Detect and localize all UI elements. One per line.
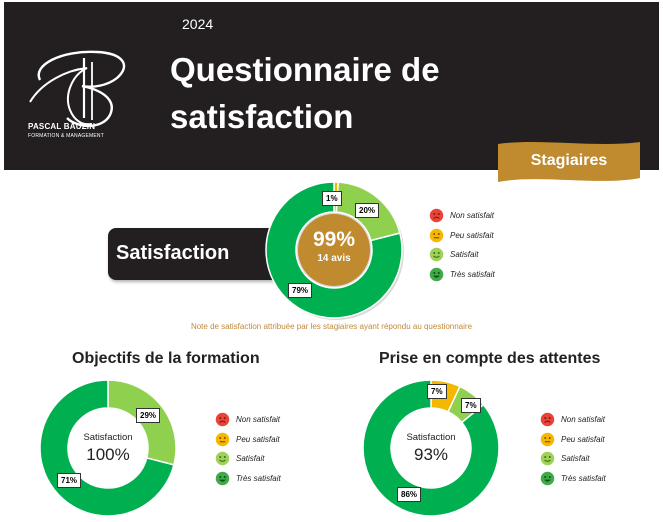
legend-label: Très satisfait bbox=[236, 473, 281, 483]
satisfaction-center-value: 99% bbox=[312, 228, 356, 251]
frown-icon bbox=[540, 413, 555, 427]
legend-label: Satisfait bbox=[450, 250, 479, 260]
attentes-center-label: Satisfaction bbox=[406, 432, 456, 443]
legend-item-peu-satisfait: Peu satisfait bbox=[429, 226, 495, 246]
legend-label: Peu satisfait bbox=[236, 434, 280, 444]
neutral-face-icon bbox=[429, 228, 444, 242]
donut-center bbox=[68, 408, 148, 488]
data-label-7pct-peu: 7% bbox=[427, 384, 447, 399]
data-label-20pct: 20% bbox=[355, 203, 380, 218]
data-label-7pct-satisfait: 7% bbox=[461, 398, 481, 413]
legend-item-tres-satisfait: Très satisfait bbox=[215, 469, 281, 489]
legend-item-non-satisfait: Non satisfait bbox=[215, 410, 281, 430]
data-label-86pct: 86% bbox=[397, 487, 422, 502]
big-smile-icon bbox=[429, 267, 444, 281]
year-label: 2024 bbox=[182, 16, 214, 32]
legend-item-satisfait: Satisfait bbox=[540, 449, 606, 469]
objectifs-center-label: Satisfaction bbox=[83, 432, 133, 443]
legend-item-satisfait: Satisfait bbox=[429, 245, 495, 265]
objectifs-title: Objectifs de la formation bbox=[72, 350, 260, 367]
legend-item-non-satisfait: Non satisfait bbox=[540, 410, 606, 430]
legend-label: Non satisfait bbox=[236, 415, 281, 425]
legend-label: Satisfait bbox=[236, 454, 265, 464]
smile-icon bbox=[429, 248, 444, 262]
legend-label: Non satisfait bbox=[450, 211, 495, 221]
brand-subtitle: FORMATION & MANAGEMENT bbox=[28, 133, 104, 139]
legend-label: Satisfait bbox=[561, 454, 590, 464]
satisfaction-label-box bbox=[108, 228, 278, 280]
legend-label: Non satisfait bbox=[561, 415, 606, 425]
big-smile-icon bbox=[215, 471, 230, 485]
legend-label: Peu satisfait bbox=[450, 230, 494, 240]
objectifs-center: Satisfaction 100% bbox=[68, 432, 148, 465]
data-label-79pct: 79% bbox=[288, 283, 313, 298]
legend-top: Non satisfait Peu satisfait Satisfait Tr… bbox=[429, 206, 495, 284]
legend-label: Très satisfait bbox=[450, 269, 495, 279]
smile-icon bbox=[215, 452, 230, 466]
legend-item-tres-satisfait: Très satisfait bbox=[429, 265, 495, 285]
legend-item-non-satisfait: Non satisfait bbox=[429, 206, 495, 226]
satisfaction-center: 99% 14 avis bbox=[299, 228, 369, 264]
satisfaction-note: Note de satisfaction attribuée par les s… bbox=[190, 322, 473, 331]
legend-item-tres-satisfait: Très satisfait bbox=[540, 469, 606, 489]
brand-logo bbox=[29, 50, 126, 128]
legend-item-peu-satisfait: Peu satisfait bbox=[215, 430, 281, 450]
neutral-face-icon bbox=[540, 432, 555, 446]
title-line-1: Questionnaire de bbox=[170, 51, 440, 88]
attentes-center-value: 93% bbox=[413, 445, 449, 464]
frown-icon bbox=[215, 413, 230, 427]
objectifs-center-value: 100% bbox=[86, 445, 130, 464]
attentes-title: Prise en compte des attentes bbox=[379, 350, 601, 367]
neutral-face-icon bbox=[215, 432, 230, 446]
header-banner bbox=[4, 2, 659, 170]
frown-icon bbox=[429, 209, 444, 223]
legend-item-satisfait: Satisfait bbox=[215, 449, 281, 469]
stagiaires-ribbon bbox=[498, 142, 640, 182]
data-label-71pct: 71% bbox=[57, 473, 82, 488]
page-title: Questionnaire de satisfaction bbox=[170, 46, 500, 140]
data-label-29pct: 29% bbox=[136, 408, 161, 423]
donut-center bbox=[391, 408, 471, 488]
smile-icon bbox=[540, 452, 555, 466]
legend-bottom-left: Non satisfait Peu satisfait Satisfait Tr… bbox=[215, 410, 281, 488]
attentes-center: Satisfaction 93% bbox=[391, 432, 471, 465]
legend-item-peu-satisfait: Peu satisfait bbox=[540, 430, 606, 450]
data-label-1pct: 1% bbox=[322, 191, 342, 206]
legend-bottom-right: Non satisfait Peu satisfait Satisfait Tr… bbox=[540, 410, 606, 488]
donut-center bbox=[298, 214, 370, 286]
donut-slice-tr-s-satisfait bbox=[362, 379, 500, 517]
legend-label: Peu satisfait bbox=[561, 434, 605, 444]
brand-name: PASCAL BAUZIN bbox=[28, 122, 96, 131]
big-smile-icon bbox=[540, 471, 555, 485]
legend-label: Très satisfait bbox=[561, 473, 606, 483]
title-line-2: satisfaction bbox=[170, 98, 354, 135]
satisfaction-center-sub: 14 avis bbox=[317, 253, 351, 264]
satisfaction-label: Satisfaction bbox=[116, 242, 230, 264]
stagiaires-label: Stagiaires bbox=[530, 152, 608, 169]
